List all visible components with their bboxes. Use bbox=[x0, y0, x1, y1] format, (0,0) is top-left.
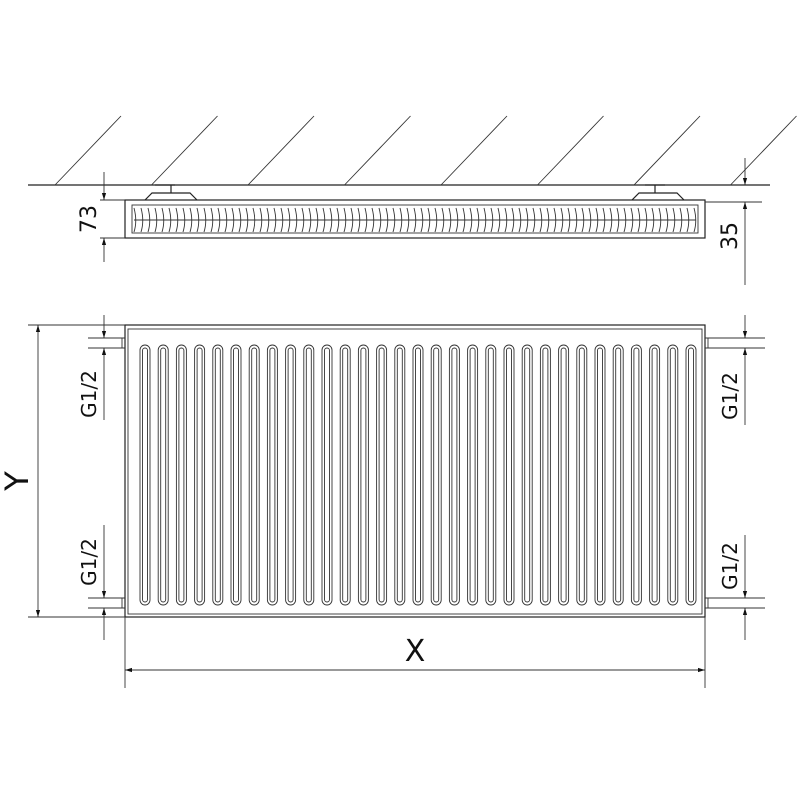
flute bbox=[539, 344, 551, 606]
flute bbox=[594, 344, 606, 606]
flute bbox=[612, 344, 624, 606]
flute-inner bbox=[451, 347, 458, 603]
wall-bracket-left bbox=[144, 184, 198, 201]
flute-inner bbox=[487, 347, 494, 603]
flute-inner bbox=[214, 347, 221, 603]
flute-inner bbox=[469, 347, 476, 603]
depth-dimension: 73 bbox=[77, 172, 125, 262]
flute-inner bbox=[524, 347, 531, 603]
connection-label-bottom-left: G1/2 bbox=[77, 538, 101, 586]
flute bbox=[339, 344, 351, 606]
flute bbox=[357, 344, 369, 606]
flute-inner bbox=[160, 347, 167, 603]
wall-bracket-right bbox=[631, 184, 685, 201]
hatch-line bbox=[54, 115, 122, 186]
connection-dimension-top-right: G1/2 bbox=[718, 315, 748, 425]
flute bbox=[157, 344, 169, 606]
flute bbox=[376, 344, 388, 606]
flute-inner bbox=[578, 347, 585, 603]
flute bbox=[558, 344, 570, 606]
flute-inner bbox=[269, 347, 276, 603]
flute bbox=[139, 344, 151, 606]
flute bbox=[194, 344, 206, 606]
flute-inner bbox=[415, 347, 421, 603]
height-label: Y bbox=[0, 471, 36, 492]
flute-inner bbox=[669, 347, 676, 603]
connection-stubs bbox=[88, 337, 765, 609]
flute-inner bbox=[633, 347, 640, 603]
depth-label: 73 bbox=[77, 205, 102, 233]
hatch-line bbox=[730, 115, 797, 186]
flute bbox=[467, 344, 479, 606]
flute-inner bbox=[396, 347, 403, 603]
flute bbox=[521, 344, 533, 606]
connection-label-bottom-right: G1/2 bbox=[718, 542, 742, 590]
flute-inner bbox=[342, 347, 349, 603]
width-dimension: X bbox=[124, 617, 706, 688]
flute bbox=[248, 344, 260, 606]
hatch-line bbox=[440, 115, 508, 186]
flute-inner bbox=[506, 347, 512, 603]
flute-inner bbox=[196, 347, 203, 603]
flute-inner bbox=[688, 347, 694, 603]
flute-inner bbox=[305, 347, 312, 603]
hatch-line bbox=[151, 115, 218, 186]
flute-inner bbox=[615, 347, 622, 603]
flute bbox=[394, 344, 406, 606]
hatch-line bbox=[537, 115, 604, 186]
hatch-line bbox=[247, 115, 315, 186]
flute-inner bbox=[324, 347, 330, 603]
wall-hatching bbox=[54, 115, 797, 186]
connection-label-top-left: G1/2 bbox=[77, 370, 101, 418]
flute bbox=[175, 344, 187, 606]
flute-inner bbox=[287, 347, 294, 603]
flute bbox=[303, 344, 315, 606]
flute-inner bbox=[560, 347, 567, 603]
flute bbox=[430, 344, 442, 606]
flute bbox=[576, 344, 588, 606]
flute bbox=[667, 344, 679, 606]
flute-inner bbox=[233, 347, 239, 603]
height-dimension: Y bbox=[0, 325, 41, 617]
flute bbox=[321, 344, 333, 606]
radiator-front-view bbox=[88, 324, 765, 618]
flute bbox=[412, 344, 424, 606]
connection-dimension-bottom-left: G1/2 bbox=[28, 525, 125, 640]
connection-dimension-top-left: G1/2 bbox=[28, 315, 125, 420]
wall-gap-label: 35 bbox=[718, 222, 743, 250]
connection-label-top-right: G1/2 bbox=[718, 372, 742, 420]
flute-inner bbox=[142, 347, 148, 603]
radiator-top-view bbox=[124, 184, 706, 239]
flute-inner bbox=[251, 347, 258, 603]
fin-waves bbox=[133, 207, 697, 233]
flute-inner bbox=[542, 347, 549, 603]
flute bbox=[230, 344, 242, 606]
wall-gap-dimension: 35 bbox=[705, 158, 762, 285]
hatch-line bbox=[633, 115, 701, 186]
flute bbox=[212, 344, 224, 606]
flute bbox=[630, 344, 642, 606]
hatch-line bbox=[344, 115, 411, 186]
width-label: X bbox=[405, 634, 426, 669]
flute bbox=[485, 344, 497, 606]
connection-dimension-bottom-right: G1/2 bbox=[718, 535, 748, 640]
flute-inner bbox=[433, 347, 440, 603]
flute-inner bbox=[178, 347, 185, 603]
convector-fins bbox=[133, 207, 697, 233]
flute bbox=[649, 344, 661, 606]
flute bbox=[503, 344, 515, 606]
flute bbox=[266, 344, 278, 606]
flute-inner bbox=[360, 347, 367, 603]
flute bbox=[285, 344, 297, 606]
flute-inner bbox=[651, 347, 658, 603]
panel-flutes bbox=[139, 344, 697, 606]
flute-inner bbox=[378, 347, 385, 603]
wall bbox=[28, 115, 797, 186]
flute-inner bbox=[597, 347, 603, 603]
flute bbox=[685, 344, 697, 606]
flute bbox=[448, 344, 460, 606]
